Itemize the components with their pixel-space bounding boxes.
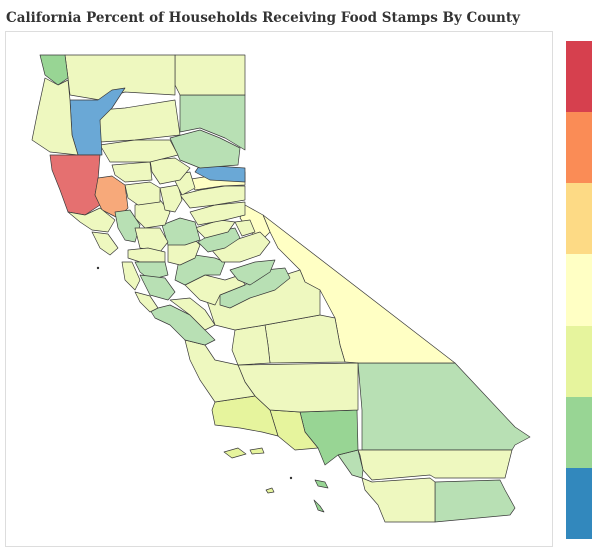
legend-swatch-5: [566, 325, 592, 397]
county-glenn[interactable]: [111, 161, 153, 183]
county-san-luis-obispo[interactable]: [184, 339, 256, 403]
county-mendocino[interactable]: [49, 154, 101, 216]
county-mariposa[interactable]: [229, 259, 276, 286]
color-scale-legend: [566, 41, 592, 539]
county-colusa[interactable]: [124, 181, 161, 206]
county-kings[interactable]: [231, 324, 271, 366]
county-solano[interactable]: [134, 227, 169, 253]
legend-swatch-1: [566, 41, 592, 113]
county-modoc[interactable]: [174, 54, 246, 96]
county-san-mateo[interactable]: [121, 261, 141, 291]
legend-swatch-6: [566, 396, 592, 468]
county-santa-clara[interactable]: [139, 274, 176, 301]
county-napa[interactable]: [114, 209, 141, 243]
island-channel-2: [249, 447, 265, 455]
county-riverside[interactable]: [357, 449, 513, 481]
county-humboldt[interactable]: [31, 77, 79, 156]
island-channel-3: [265, 487, 275, 494]
island-catalina: [314, 479, 329, 489]
county-placer[interactable]: [179, 185, 246, 209]
county-alpine[interactable]: [234, 219, 256, 237]
island-channel-1: [223, 447, 247, 459]
county-san-benito[interactable]: [169, 297, 216, 331]
county-stanislaus[interactable]: [174, 254, 226, 286]
county-san-diego[interactable]: [361, 477, 436, 523]
county-sutter[interactable]: [159, 184, 183, 213]
island-dot-2: [289, 476, 293, 480]
county-marin[interactable]: [91, 231, 119, 256]
county-sonoma[interactable]: [67, 207, 116, 233]
county-merced[interactable]: [184, 274, 246, 306]
county-imperial[interactable]: [434, 479, 516, 523]
county-del-norte[interactable]: [39, 54, 69, 86]
county-santa-cruz[interactable]: [134, 291, 159, 313]
island-san-clemente: [313, 499, 325, 513]
legend-swatch-2: [566, 112, 592, 184]
county-monterey[interactable]: [149, 304, 216, 346]
island-dot-1: [96, 266, 100, 270]
county-plumas[interactable]: [169, 129, 241, 169]
legend-swatch-3: [566, 183, 592, 255]
map-title: California Percent of Households Receivi…: [6, 10, 520, 26]
legend-swatch-4: [566, 254, 592, 326]
california-county-map: [31, 54, 531, 523]
county-butte[interactable]: [149, 157, 191, 185]
legend-swatch-7: [566, 467, 592, 539]
county-san-bernardino[interactable]: [357, 362, 531, 451]
county-inyo[interactable]: [262, 214, 456, 364]
county-sacramento[interactable]: [161, 217, 201, 246]
